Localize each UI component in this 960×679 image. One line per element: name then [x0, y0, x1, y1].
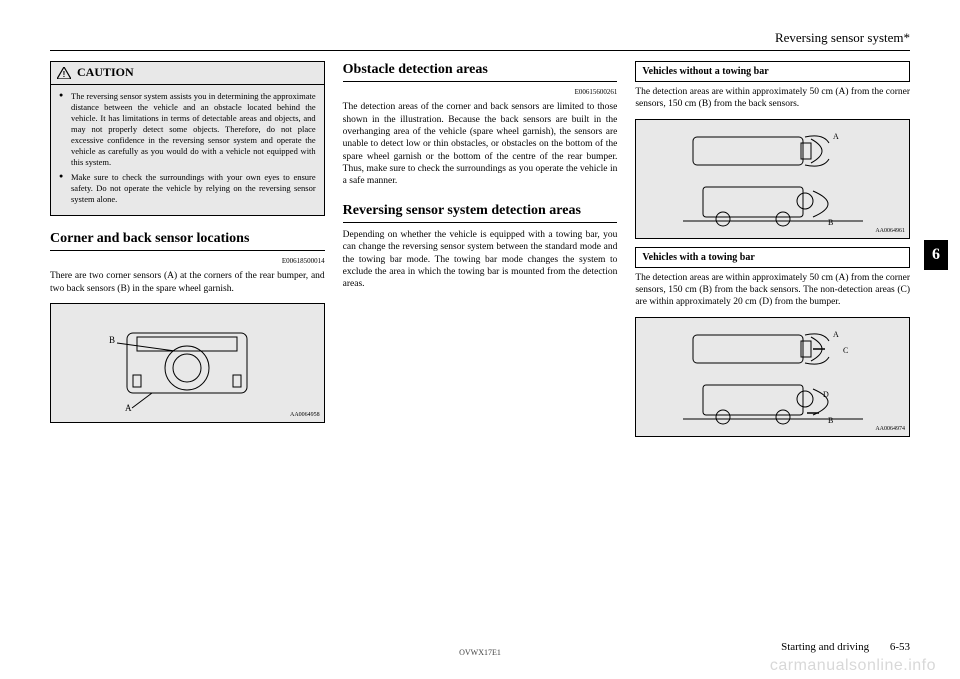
svg-text:B: B — [828, 218, 833, 227]
page-number: 6-53 — [890, 641, 910, 653]
body-text: The detection areas are within approxima… — [635, 86, 910, 111]
svg-text:B: B — [109, 335, 115, 345]
figure-rear-view: A B AA0064958 — [50, 303, 325, 423]
header-rule — [50, 50, 910, 51]
subheading-with-towbar: Vehicles with a towing bar — [635, 247, 910, 268]
vehicle-top-side-illustration: A B — [673, 129, 873, 229]
caution-body: The reversing sensor system assists you … — [51, 85, 324, 215]
svg-text:!: ! — [63, 70, 66, 79]
caution-item: Make sure to check the surroundings with… — [59, 172, 316, 205]
section-heading-corner-sensors: Corner and back sensor locations — [50, 230, 325, 251]
warning-icon: ! — [57, 67, 71, 79]
footer-right: Starting and driving 6-53 — [781, 641, 910, 653]
body-text: The detection areas of the corner and ba… — [343, 101, 618, 187]
figure-code: AA0064974 — [875, 426, 905, 434]
vehicle-top-side-towbar-illustration: A C D B — [673, 327, 873, 427]
section-heading-detection-areas: Reversing sensor system detection areas — [343, 202, 618, 223]
chapter-tab: 6 — [924, 240, 948, 270]
caution-header: ! CAUTION — [51, 62, 324, 85]
caution-label: CAUTION — [77, 65, 134, 81]
vehicle-rear-illustration: A B — [97, 313, 277, 413]
svg-text:A: A — [833, 330, 839, 339]
figure-with-towbar: A C D B AA0064974 — [635, 317, 910, 437]
body-text: Depending on whether the vehicle is equi… — [343, 229, 618, 291]
watermark: carmanualsonline.info — [770, 657, 936, 675]
chapter-name: Starting and driving — [781, 641, 869, 653]
content-columns: ! CAUTION The reversing sensor system as… — [50, 61, 910, 621]
svg-text:C: C — [843, 346, 848, 355]
column-2: Obstacle detection areas E00615600261 Th… — [343, 61, 618, 621]
doc-code: OVWX17E1 — [459, 648, 501, 657]
body-text: There are two corner sensors (A) at the … — [50, 270, 325, 295]
section-heading-obstacle: Obstacle detection areas — [343, 61, 618, 82]
column-3: Vehicles without a towing bar The detect… — [635, 61, 910, 621]
svg-text:A: A — [833, 132, 839, 141]
caution-box: ! CAUTION The reversing sensor system as… — [50, 61, 325, 216]
subheading-no-towbar: Vehicles without a towing bar — [635, 61, 910, 82]
svg-text:D: D — [823, 390, 829, 399]
body-text: The detection areas are within approxima… — [635, 272, 910, 309]
figure-code: AA0064961 — [875, 228, 905, 236]
figure-no-towbar: A B AA0064961 — [635, 119, 910, 239]
svg-text:B: B — [828, 416, 833, 425]
figure-code: AA0064958 — [290, 412, 320, 420]
ref-code: E00615600261 — [343, 88, 618, 97]
svg-text:A: A — [125, 403, 132, 413]
ref-code: E00618500014 — [50, 257, 325, 266]
page-header-title: Reversing sensor system* — [50, 30, 910, 46]
caution-item: The reversing sensor system assists you … — [59, 91, 316, 168]
column-1: ! CAUTION The reversing sensor system as… — [50, 61, 325, 621]
